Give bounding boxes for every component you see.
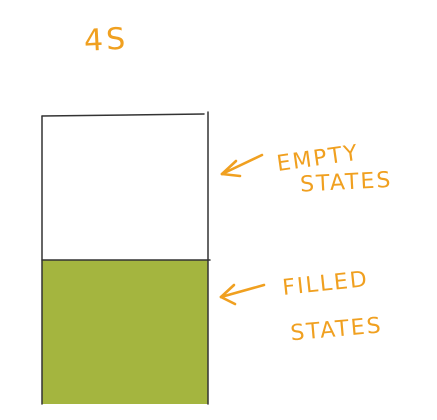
empty-states-label-line2: STATES: [300, 168, 394, 198]
filled-states-label-line1: FILLED: [281, 267, 370, 301]
container-outline: [41, 111, 211, 405]
filled-states-region: [42, 260, 208, 404]
container-top-edge: [41, 113, 205, 117]
empty-states-arrow: [220, 153, 264, 178]
filled-states-label-line2: STATES: [289, 313, 383, 346]
filled-states-arrow: [219, 283, 266, 306]
diagram-title: 4S: [83, 22, 129, 59]
